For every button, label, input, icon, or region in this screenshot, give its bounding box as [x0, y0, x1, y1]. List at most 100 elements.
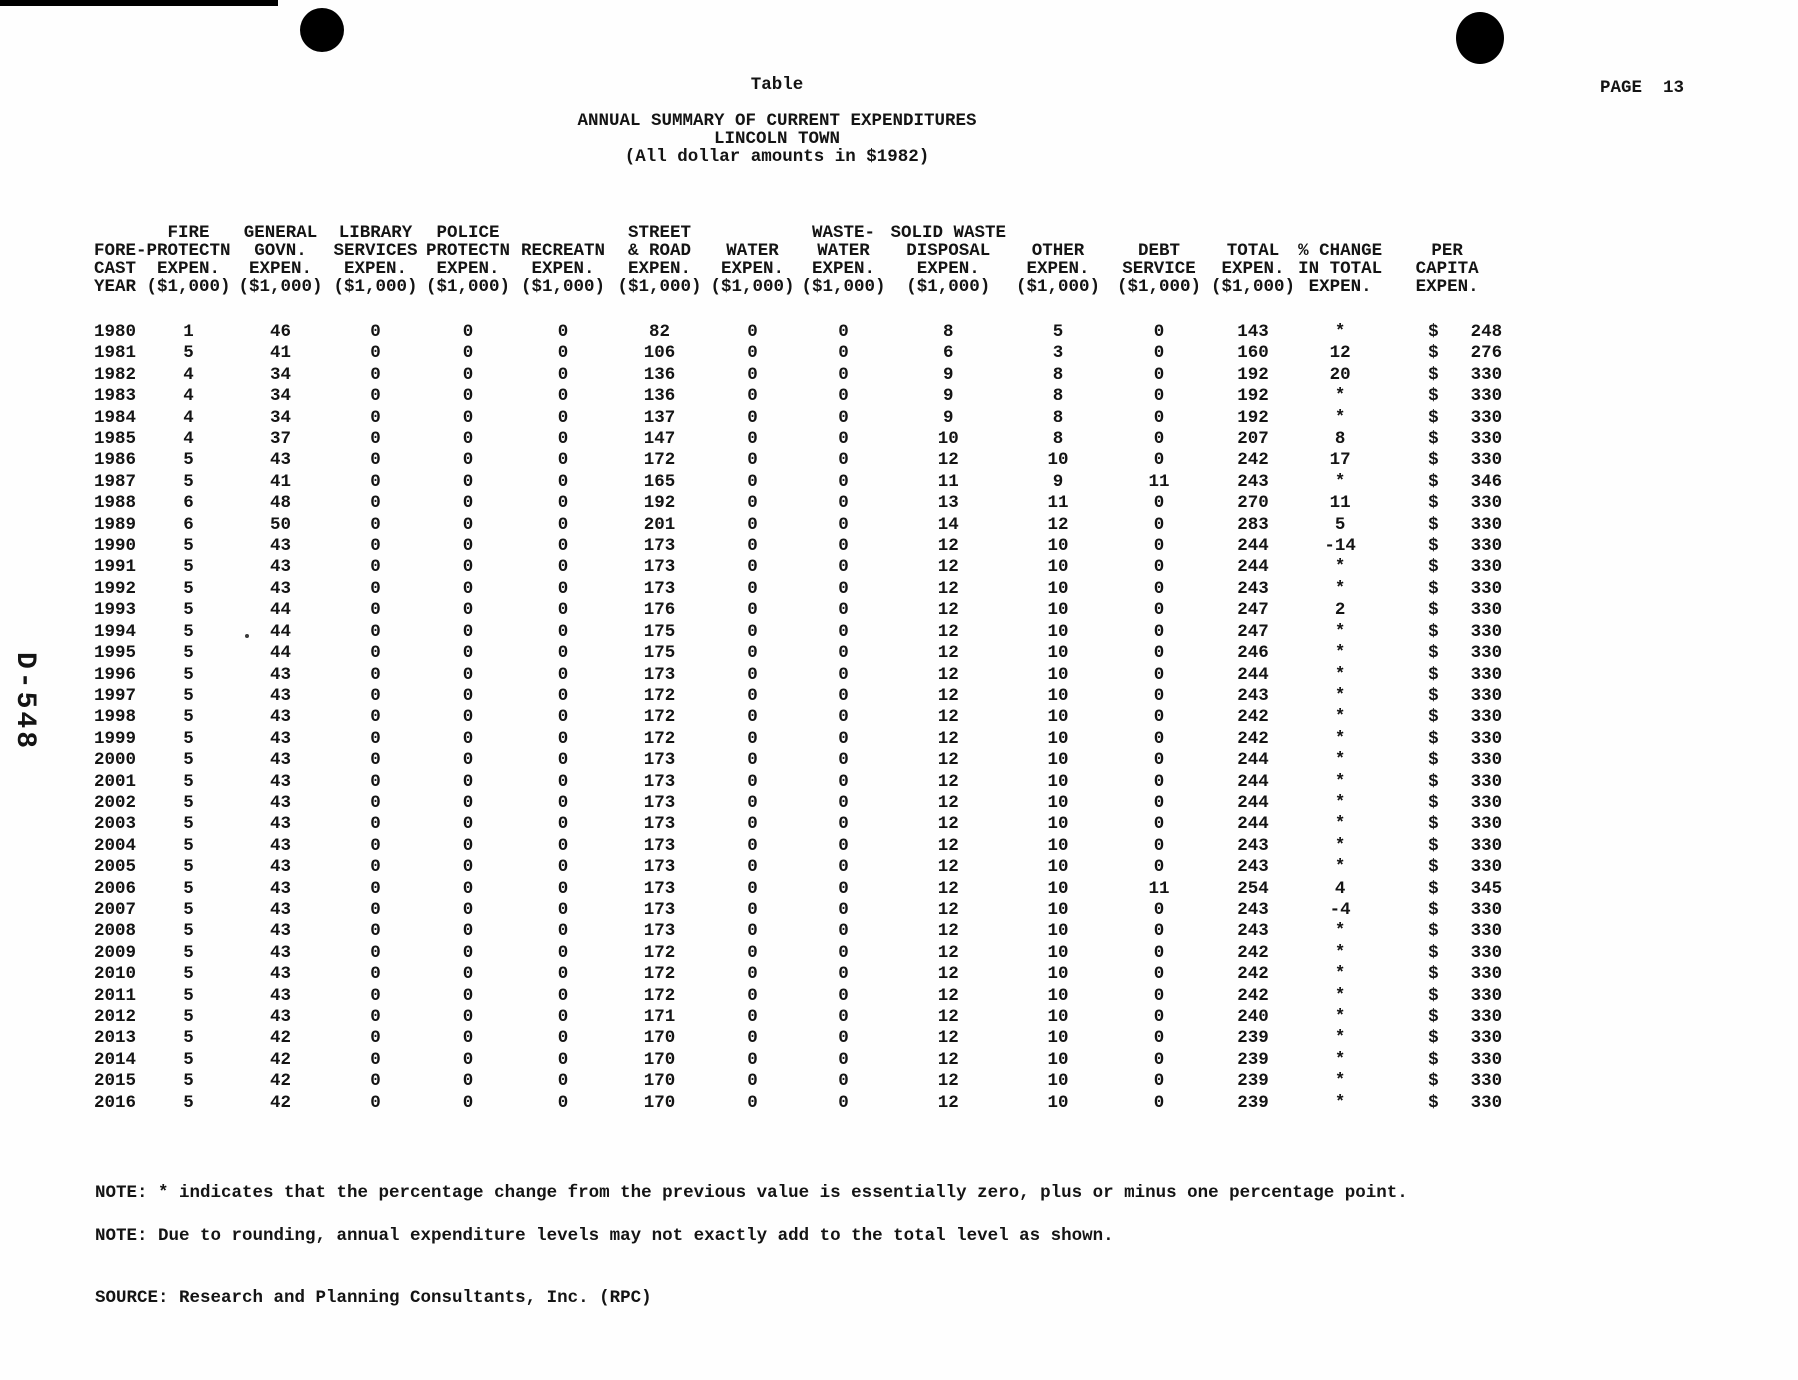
- cell-total: 243: [1237, 685, 1269, 706]
- cell-year: 1996: [94, 664, 137, 685]
- column-header-wastewater: WASTE- WATER EXPEN. ($1,000): [801, 223, 886, 297]
- cell-solid_waste: 12: [937, 536, 959, 557]
- cell-police: 0: [462, 1071, 474, 1092]
- cell-solid_waste: 12: [937, 557, 959, 578]
- cell-pct_change: *: [1334, 964, 1346, 985]
- cell-recreatn: 0: [557, 985, 569, 1006]
- cell-water: 0: [747, 792, 758, 813]
- cell-fire: 4: [183, 407, 194, 428]
- column-header-street: STREET & ROAD EXPEN. ($1,000): [617, 223, 702, 297]
- currency-symbol: $: [1428, 728, 1439, 749]
- cell-pct_change: *: [1334, 643, 1346, 664]
- cell-total: 192: [1237, 407, 1269, 428]
- cell-other: 5: [1052, 322, 1064, 342]
- cell-recreatn: 0: [557, 536, 569, 557]
- currency-symbol: $: [1428, 771, 1439, 792]
- cell-total: 247: [1237, 621, 1269, 642]
- cell-recreatn: 0: [557, 1071, 569, 1092]
- cell-debt: 0: [1153, 857, 1165, 878]
- cell-solid_waste: 12: [937, 835, 959, 856]
- table-row: 2012 5 43 0 0 0 171 0 0 12 10 0 240 * $330: [86, 1007, 1512, 1028]
- cell-water: 0: [747, 386, 758, 407]
- cell-fire: 5: [183, 600, 194, 621]
- cell-other: 10: [1047, 857, 1069, 878]
- cell-fire: 5: [183, 985, 194, 1006]
- cell-total: 244: [1237, 792, 1269, 813]
- cell-water: 0: [747, 771, 758, 792]
- cell-street: 165: [643, 471, 676, 492]
- cell-fire: 5: [183, 1092, 194, 1113]
- cell-water: 0: [747, 1071, 758, 1092]
- cell-other: 10: [1047, 985, 1069, 1006]
- cell-recreatn: 0: [557, 343, 569, 364]
- cell-general: 48: [270, 493, 292, 514]
- cell-per_capita: $330: [1382, 814, 1512, 835]
- cell-pct_change: *: [1334, 1071, 1346, 1092]
- cell-recreatn: 0: [557, 557, 569, 578]
- table-header-row: FORE- CAST YEAR FIRE PROTECTN EXPEN. ($1,000) G…: [86, 224, 1512, 322]
- cell-police: 0: [462, 514, 474, 535]
- cell-per_capita: $330: [1382, 579, 1512, 600]
- table-row: 1997 5 43 0 0 0 172 0 0 12 10 0 243 * $330: [86, 686, 1512, 707]
- cell-total: 243: [1237, 921, 1269, 942]
- cell-police: 0: [462, 835, 474, 856]
- table-row: 2009 5 43 0 0 0 172 0 0 12 10 0 242 * $330: [86, 943, 1512, 964]
- per-capita-value: 330: [1470, 964, 1503, 985]
- currency-symbol: $: [1428, 643, 1439, 664]
- cell-general: 43: [270, 664, 292, 685]
- currency-symbol: $: [1428, 1092, 1439, 1113]
- cell-library: 0: [370, 493, 381, 514]
- cell-library: 0: [370, 1071, 381, 1092]
- currency-symbol: $: [1428, 493, 1439, 514]
- cell-water: 0: [747, 814, 758, 835]
- cell-water: 0: [747, 621, 758, 642]
- cell-other: 10: [1047, 557, 1069, 578]
- cell-general: 41: [270, 471, 292, 492]
- cell-pct_change: *: [1334, 685, 1346, 706]
- cell-debt: 0: [1153, 621, 1165, 642]
- currency-symbol: $: [1428, 471, 1439, 492]
- per-capita-value: 330: [1470, 1092, 1503, 1113]
- cell-general: 44: [270, 621, 292, 642]
- currency-symbol: $: [1428, 429, 1439, 450]
- cell-library: 0: [370, 750, 381, 771]
- cell-general: 42: [270, 1028, 292, 1049]
- cell-recreatn: 0: [557, 600, 569, 621]
- cell-pct_change: *: [1334, 386, 1346, 407]
- per-capita-value: 330: [1470, 621, 1503, 642]
- cell-total: 243: [1237, 578, 1269, 599]
- per-capita-value: 330: [1470, 429, 1503, 450]
- cell-debt: 0: [1153, 685, 1165, 706]
- cell-general: 43: [270, 899, 292, 920]
- cell-solid_waste: 12: [937, 621, 959, 642]
- cell-fire: 5: [183, 1007, 194, 1027]
- cell-general: 41: [270, 343, 292, 364]
- cell-per_capita: $330: [1382, 857, 1512, 878]
- cell-library: 0: [370, 621, 381, 642]
- cell-per_capita: $330: [1382, 493, 1512, 514]
- cell-solid_waste: 12: [937, 728, 959, 749]
- cell-recreatn: 0: [557, 964, 569, 985]
- cell-library: 0: [370, 899, 381, 920]
- cell-general: 43: [270, 964, 292, 985]
- cell-total: 242: [1237, 942, 1269, 963]
- cell-pct_change: *: [1334, 557, 1346, 578]
- cell-wastewater: 0: [838, 343, 849, 364]
- cell-recreatn: 0: [557, 685, 569, 706]
- cell-library: 0: [370, 578, 381, 599]
- cell-solid_waste: 13: [937, 493, 959, 514]
- cell-debt: 0: [1153, 985, 1165, 1006]
- punch-hole-left-icon: [300, 8, 344, 52]
- cell-per_capita: $330: [1382, 450, 1512, 471]
- cell-solid_waste: 12: [937, 600, 959, 621]
- cell-recreatn: 0: [557, 707, 569, 728]
- cell-other: 10: [1047, 750, 1069, 771]
- cell-water: 0: [747, 942, 758, 963]
- cell-street: 137: [643, 407, 676, 428]
- cell-debt: 0: [1153, 899, 1165, 920]
- cell-solid_waste: 12: [937, 878, 959, 899]
- cell-year: 2013: [94, 1028, 137, 1049]
- cell-library: 0: [370, 1049, 381, 1070]
- column-header-other: OTHER EXPEN. ($1,000): [1016, 241, 1101, 297]
- cell-library: 0: [370, 322, 381, 342]
